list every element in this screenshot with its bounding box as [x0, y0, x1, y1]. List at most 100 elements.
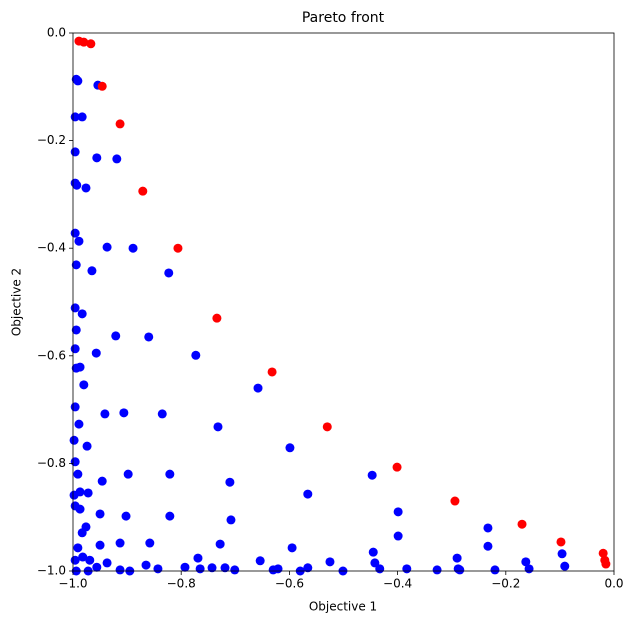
point — [95, 509, 105, 519]
point — [73, 469, 83, 479]
point — [74, 236, 84, 246]
point — [91, 348, 101, 358]
point — [165, 511, 175, 521]
point — [72, 180, 82, 190]
point — [452, 553, 462, 563]
point — [97, 476, 107, 486]
point — [144, 332, 154, 342]
point — [225, 477, 235, 487]
chart-title: Pareto front — [302, 10, 385, 26]
point — [367, 470, 377, 480]
point — [173, 243, 183, 253]
point — [303, 563, 313, 573]
point — [483, 523, 493, 533]
x-tick-label: −0.2 — [491, 577, 520, 591]
point — [70, 402, 80, 412]
x-tick-label: −1.0 — [58, 577, 87, 591]
point — [601, 559, 611, 569]
point — [191, 350, 201, 360]
point — [95, 540, 105, 550]
point — [287, 543, 297, 553]
point — [195, 564, 205, 574]
point — [123, 469, 133, 479]
point — [115, 565, 125, 575]
point — [75, 504, 85, 514]
point — [226, 515, 236, 525]
point — [138, 186, 148, 196]
point — [70, 112, 80, 122]
point — [322, 422, 332, 432]
point — [128, 243, 138, 253]
point — [112, 154, 122, 164]
y-tick-label: −0.2 — [37, 133, 66, 147]
point — [70, 457, 80, 467]
point — [78, 552, 88, 562]
point — [83, 488, 93, 498]
point — [79, 380, 89, 390]
point — [115, 538, 125, 548]
point — [521, 557, 531, 567]
point — [115, 119, 125, 129]
point — [255, 556, 265, 566]
point — [97, 81, 107, 91]
point — [70, 147, 80, 157]
point — [74, 419, 84, 429]
point — [75, 362, 85, 372]
point — [273, 564, 283, 574]
point — [102, 242, 112, 252]
point — [392, 462, 402, 472]
point — [86, 39, 96, 49]
point — [157, 409, 167, 419]
point — [432, 565, 442, 575]
point — [230, 565, 240, 575]
point — [524, 564, 534, 574]
point — [215, 539, 225, 549]
point — [73, 76, 83, 86]
point — [77, 309, 87, 319]
point — [71, 325, 81, 335]
point — [368, 547, 378, 557]
x-axis-label: Objective 1 — [309, 600, 377, 614]
point — [121, 511, 131, 521]
point — [79, 37, 89, 47]
point — [73, 543, 83, 553]
y-tick-label: −0.4 — [37, 241, 66, 255]
point — [325, 557, 335, 567]
plot-area — [69, 36, 611, 576]
y-tick-label: −0.6 — [37, 348, 66, 362]
y-axis-label: Objective 2 — [10, 268, 24, 336]
point — [141, 560, 151, 570]
point — [70, 303, 80, 313]
point — [77, 112, 87, 122]
point — [81, 183, 91, 193]
point — [85, 555, 95, 565]
point — [164, 268, 174, 278]
axes-frame — [72, 32, 615, 572]
y-tick-label: −0.8 — [37, 456, 66, 470]
x-tick-label: −0.4 — [383, 577, 412, 591]
point — [92, 562, 102, 572]
point — [285, 443, 295, 453]
point — [557, 549, 567, 559]
point — [375, 564, 385, 574]
point — [517, 519, 527, 529]
point — [450, 496, 460, 506]
point — [119, 408, 129, 418]
point — [102, 558, 112, 568]
point — [212, 313, 222, 323]
point — [393, 531, 403, 541]
point — [92, 153, 102, 163]
point — [207, 563, 217, 573]
point — [70, 555, 80, 565]
y-tick-label: −1.0 — [37, 564, 66, 578]
point — [111, 331, 121, 341]
point — [71, 260, 81, 270]
point — [180, 562, 190, 572]
x-tick-label: −0.6 — [275, 577, 304, 591]
point — [153, 564, 163, 574]
point — [77, 528, 87, 538]
point — [69, 435, 79, 445]
point — [598, 548, 608, 558]
